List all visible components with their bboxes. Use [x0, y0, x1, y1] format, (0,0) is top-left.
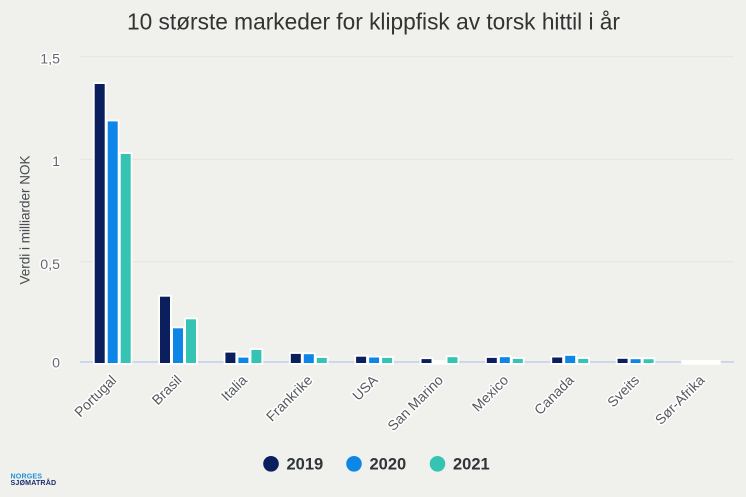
- svg-text:10 største markeder for klippf: 10 største markeder for klippfisk av tor…: [127, 9, 620, 35]
- svg-text:0: 0: [52, 356, 60, 372]
- svg-text:Verdi i milliarder NOK: Verdi i milliarder NOK: [18, 155, 33, 284]
- svg-text:NORGES: NORGES: [11, 472, 43, 480]
- svg-text:2021: 2021: [453, 456, 490, 474]
- svg-text:SJØMATRÅD: SJØMATRÅD: [11, 478, 57, 487]
- svg-text:1: 1: [52, 154, 60, 170]
- svg-text:2020: 2020: [370, 456, 407, 474]
- svg-text:2019: 2019: [287, 456, 324, 474]
- svg-text:1,5: 1,5: [40, 52, 60, 68]
- svg-text:0,5: 0,5: [40, 257, 60, 273]
